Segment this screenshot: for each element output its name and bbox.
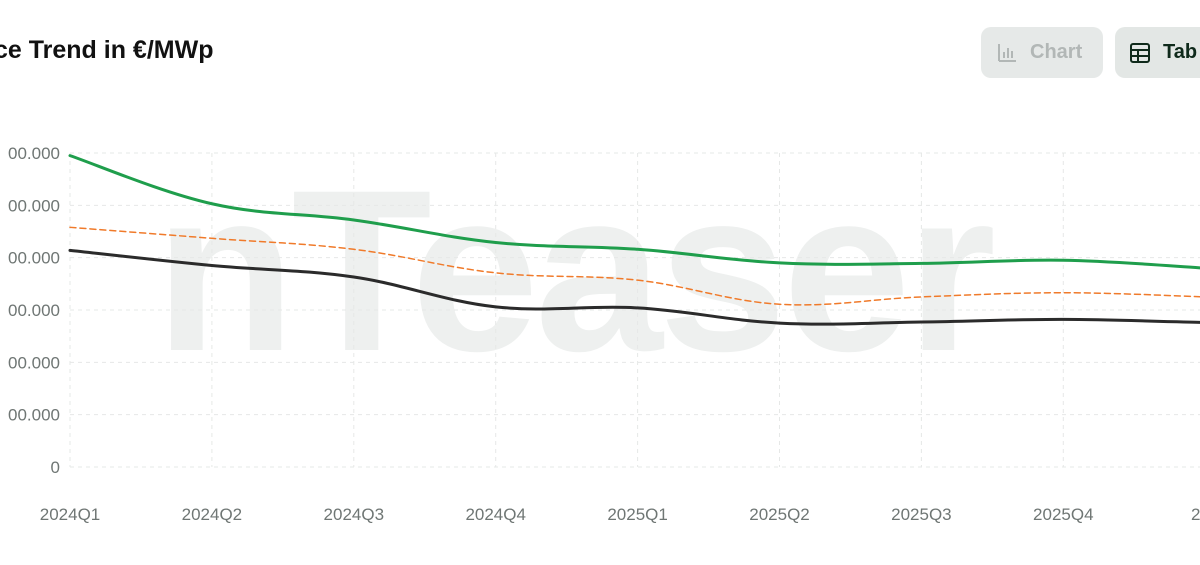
x-tick-label: 2024Q3	[324, 505, 385, 524]
series-line-2	[69, 226, 1200, 306]
chart-view-button[interactable]: Chart	[981, 27, 1103, 78]
series-lines	[68, 154, 1200, 326]
y-tick-label: 00.000	[8, 196, 60, 215]
x-axis: 2024Q1 2024Q2 2024Q3 2024Q4 2025Q1 2025Q2 2025…	[40, 505, 1200, 524]
x-tick-label: 2025Q3	[891, 505, 952, 524]
y-tick-label: 0	[51, 458, 60, 477]
page-title: ce Trend in €/MWp	[0, 36, 214, 64]
chart-view-label: Chart	[1030, 41, 1083, 63]
y-axis: 00.000 00.000 00.000 00.000 00.000 00.000 0	[8, 144, 60, 477]
y-tick-label: 00.000	[8, 406, 60, 425]
y-tick-label: 00.000	[8, 301, 60, 320]
bar-chart-icon	[996, 42, 1018, 64]
x-tick-label: 2024Q2	[182, 505, 243, 524]
x-tick-label: 2025Q2	[749, 505, 810, 524]
x-tick-label: 2024Q1	[40, 505, 101, 524]
y-tick-label: 00.000	[8, 353, 60, 372]
table-view-button[interactable]: Tab	[1115, 27, 1200, 78]
table-icon	[1129, 42, 1151, 64]
x-tick-label: 2025Q4	[1033, 505, 1094, 524]
x-tick-label: 202	[1191, 505, 1200, 524]
y-tick-label: 00.000	[8, 249, 60, 268]
table-view-label: Tab	[1163, 41, 1198, 63]
y-tick-label: 00.000	[8, 144, 60, 163]
x-tick-label: 2024Q4	[465, 505, 526, 524]
series-line-1	[68, 154, 1200, 270]
series-line-3	[68, 248, 1200, 326]
x-tick-label: 2025Q1	[607, 505, 668, 524]
